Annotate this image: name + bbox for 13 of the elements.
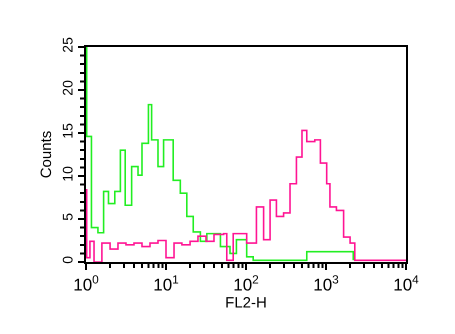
y-axis-title: Counts	[38, 130, 56, 178]
y-tick-label: 20	[59, 80, 76, 96]
y-tick-label: 0	[59, 256, 76, 264]
x-tick-label: 10$^{3}$	[313, 272, 340, 294]
y-tick-label: 10	[59, 166, 76, 182]
y-tick-label: 15	[59, 122, 76, 139]
y-tick-label: 5	[59, 212, 76, 221]
x-tick-label: 10$^{0}$	[73, 272, 100, 294]
x-tick-label: 10$^{2}$	[233, 272, 260, 294]
x-tick-label: 10$^{4}$	[393, 272, 420, 294]
x-axis-title: FL2-H	[225, 294, 267, 312]
y-tick-label: 25	[59, 36, 76, 53]
x-tick-label: 10$^{1}$	[153, 272, 180, 294]
